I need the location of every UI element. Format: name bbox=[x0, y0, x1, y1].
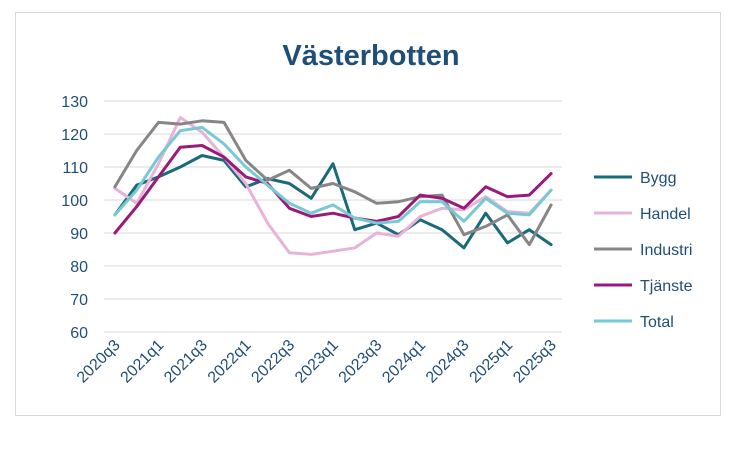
x-tick-label: 2022q1 bbox=[205, 337, 255, 387]
x-tick-label: 2021q3 bbox=[161, 337, 211, 387]
y-tick-label: 70 bbox=[70, 292, 88, 309]
legend-label-handel: Handel bbox=[640, 206, 691, 223]
x-tick-label: 2024q3 bbox=[423, 337, 473, 387]
x-tick-label: 2023q1 bbox=[292, 337, 342, 387]
y-tick-label: 110 bbox=[62, 160, 88, 177]
y-tick-label: 120 bbox=[61, 127, 88, 144]
x-tick-label: 2022q3 bbox=[248, 337, 298, 387]
y-tick-label: 60 bbox=[70, 325, 88, 342]
x-tick-label: 2025q3 bbox=[510, 337, 560, 387]
x-tick-label: 2024q1 bbox=[379, 337, 429, 387]
line-chart: Västerbotten 60 70 80 90 100 110 120 130 2020q3… bbox=[61, 40, 693, 387]
series-line-bygg bbox=[113, 154, 553, 250]
series-lines bbox=[113, 116, 553, 256]
y-tick-label: 100 bbox=[61, 193, 88, 210]
y-axis-ticks: 60 70 80 90 100 110 120 130 bbox=[61, 94, 88, 342]
series-line-total bbox=[113, 125, 553, 225]
chart-title: Västerbotten bbox=[282, 40, 459, 72]
x-axis-ticks: 2020q32021q12021q32022q12022q32023q12023… bbox=[74, 337, 560, 387]
legend: Bygg Handel Industri Tjänste Total bbox=[594, 170, 693, 331]
legend-label-total: Total bbox=[640, 314, 674, 331]
legend-label-bygg: Bygg bbox=[640, 170, 676, 187]
y-tick-label: 80 bbox=[70, 259, 88, 276]
chart-frame: Västerbotten 60 70 80 90 100 110 120 130 2020q3… bbox=[15, 12, 721, 416]
x-tick-label: 2021q1 bbox=[118, 337, 168, 387]
series-line-industri bbox=[113, 119, 553, 247]
legend-label-tj-nste: Tjänste bbox=[640, 278, 693, 295]
series-line-tj-nste bbox=[113, 144, 553, 235]
y-tick-label: 130 bbox=[61, 94, 88, 111]
x-tick-label: 2023q3 bbox=[336, 337, 386, 387]
legend-label-industri: Industri bbox=[640, 242, 692, 259]
x-tick-label: 2020q3 bbox=[74, 337, 124, 387]
x-tick-label: 2025q1 bbox=[467, 337, 517, 387]
y-tick-label: 90 bbox=[70, 226, 88, 243]
